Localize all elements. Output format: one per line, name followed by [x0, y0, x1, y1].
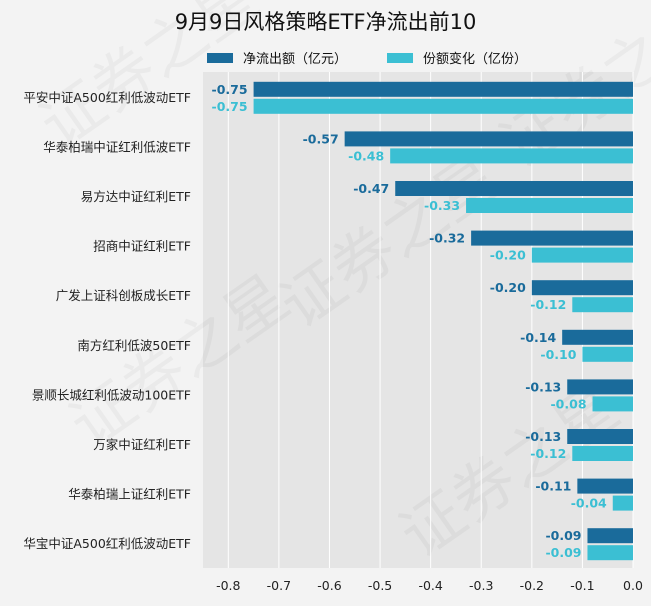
- x-tick-label: -0.5: [368, 578, 392, 593]
- x-tick-label: -0.2: [520, 578, 544, 593]
- x-tick-label: -0.7: [267, 578, 291, 593]
- bar-outflow: [562, 329, 633, 345]
- legend-item-outflow: 净流出额（亿元）: [207, 48, 347, 67]
- x-tick-label: -0.4: [418, 578, 442, 593]
- legend-swatch-share-change: [387, 52, 414, 63]
- legend-label-share-change: 份额变化（亿份）: [423, 52, 528, 67]
- category-label: 广发上证科创板成长ETF: [56, 288, 191, 303]
- data-label-outflow: -0.57: [303, 131, 339, 146]
- bar-outflow: [577, 478, 633, 494]
- bar-share-change: [466, 198, 633, 213]
- bar-outflow: [471, 230, 633, 246]
- category-label: 平安中证A500红利低波动ETF: [23, 90, 191, 105]
- legend: 净流出额（亿元） 份额变化（亿份）: [207, 48, 527, 67]
- data-label-outflow: -0.47: [353, 181, 389, 196]
- bar-share-change: [582, 346, 633, 362]
- category-label: 易方达中证红利ETF: [81, 189, 191, 204]
- bar-share-change: [531, 247, 633, 263]
- data-label-outflow: -0.32: [429, 231, 465, 246]
- chart-title: 9月9日风格策略ETF净流出前10: [174, 10, 477, 34]
- x-tick-label: 0.0: [623, 578, 643, 593]
- bar-outflow: [395, 181, 633, 196]
- data-label-share-change: -0.12: [530, 297, 566, 312]
- data-label-share-change: -0.48: [348, 148, 384, 163]
- legend-item-share-change: 份额变化（亿份）: [387, 48, 527, 67]
- data-label-outflow: -0.09: [545, 528, 581, 543]
- category-label: 华宝中证A500红利低波动ETF: [23, 536, 191, 551]
- x-tick-label: -0.1: [570, 578, 594, 593]
- data-label-share-change: -0.75: [212, 99, 248, 114]
- data-label-outflow: -0.75: [212, 82, 248, 97]
- data-label-share-change: -0.10: [540, 347, 576, 362]
- data-label-outflow: -0.20: [490, 280, 526, 295]
- data-label-outflow: -0.11: [535, 479, 571, 494]
- x-tick-label: -0.6: [317, 578, 341, 593]
- bar-share-change: [572, 446, 633, 461]
- bar-share-change: [253, 98, 633, 114]
- category-label: 华泰柏瑞中证红利低波ETF: [43, 139, 191, 154]
- bar-outflow: [253, 81, 633, 97]
- bar-share-change: [390, 148, 633, 164]
- category-label: 景顺长城红利低波动100ETF: [32, 387, 191, 402]
- bar-outflow: [567, 429, 633, 444]
- data-label-share-change: -0.04: [571, 496, 607, 511]
- bar-share-change: [612, 495, 633, 511]
- data-label-share-change: -0.20: [490, 248, 526, 263]
- category-label: 招商中证红利ETF: [93, 239, 191, 254]
- bar-outflow: [587, 528, 633, 544]
- data-label-outflow: -0.13: [525, 429, 561, 444]
- legend-swatch-outflow: [207, 52, 233, 63]
- data-label-share-change: -0.33: [424, 198, 460, 213]
- legend-label-outflow: 净流出额（亿元）: [243, 52, 348, 67]
- bar-share-change: [587, 545, 633, 561]
- data-label-share-change: -0.08: [550, 396, 586, 411]
- data-label-share-change: -0.09: [545, 545, 581, 560]
- category-label: 南方红利低波50ETF: [77, 338, 191, 353]
- bar-outflow: [344, 131, 633, 147]
- bar-outflow: [531, 280, 633, 296]
- bar-share-change: [572, 297, 633, 313]
- data-label-outflow: -0.14: [520, 330, 556, 345]
- x-tick-label: -0.8: [216, 578, 240, 593]
- category-label: 华泰柏瑞上证红利ETF: [68, 487, 191, 502]
- bar-share-change: [592, 396, 633, 412]
- bar-outflow: [567, 379, 633, 395]
- data-label-share-change: -0.12: [530, 446, 566, 461]
- data-label-outflow: -0.13: [525, 379, 561, 394]
- x-tick-label: -0.3: [469, 578, 493, 593]
- category-label: 万家中证红利ETF: [93, 437, 191, 452]
